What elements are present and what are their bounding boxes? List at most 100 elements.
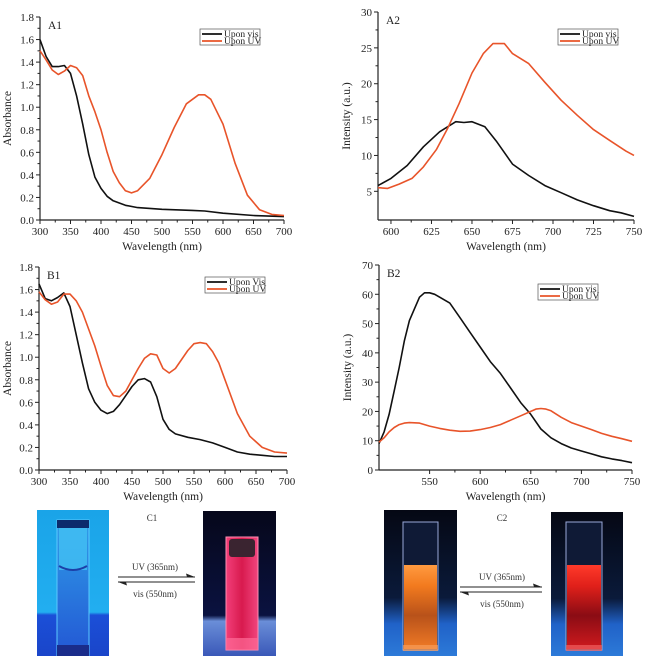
x-tick-label: 650 <box>248 476 265 488</box>
x-axis-title: Wavelength (nm) <box>122 241 202 253</box>
x-tick-label: 675 <box>504 226 521 238</box>
panel-a2-emission-chart: 600 625 650 675 700 725 750 5 10 15 20 25 30 Waveleng… <box>341 7 643 253</box>
panel-label: B1 <box>47 270 61 282</box>
c1-photo-after <box>203 511 276 656</box>
x-axis-title: Wavelength (nm) <box>466 491 546 503</box>
c2-photo-after <box>551 512 623 656</box>
y-tick-label: 0.4 <box>20 170 34 182</box>
x-tick-label: 400 <box>93 226 110 238</box>
y-tick-label: 30 <box>361 7 373 19</box>
panel-c1-photos: C1 UV (365nm) vis (550nm) <box>37 510 276 656</box>
y-tick-label: 1.8 <box>19 262 33 274</box>
x-tick-label: 600 <box>383 226 400 238</box>
series-line-upon-vis <box>378 291 633 464</box>
y-tick-label: 5 <box>367 186 373 198</box>
panel-label: B2 <box>387 268 401 280</box>
c1-arrow-label-uv: UV (365nm) <box>132 562 178 572</box>
x-tick-label: 700 <box>276 226 293 238</box>
x-tick-label: 625 <box>423 226 440 238</box>
x-tick-label: 750 <box>624 476 641 488</box>
x-tick-label: 700 <box>573 476 590 488</box>
x-tick-label: 650 <box>464 226 481 238</box>
panel-label: A2 <box>386 15 400 27</box>
c2-equilibrium-arrows-icon <box>460 583 542 596</box>
y-tick-label: 1.6 <box>20 35 34 47</box>
y-tick-label: 10 <box>361 150 373 162</box>
y-tick-label: 25 <box>361 43 373 55</box>
y-tick-label: 10 <box>362 436 374 448</box>
legend-label: Upon vis <box>562 285 597 295</box>
y-tick-label: 1.2 <box>19 330 33 342</box>
y-tick-label: 1.4 <box>19 307 33 319</box>
y-tick-label: 15 <box>361 115 373 127</box>
x-tick-label: 450 <box>123 226 140 238</box>
y-tick-label: 1.0 <box>19 352 33 364</box>
c2-arrow-label-vis: vis (550nm) <box>480 599 524 609</box>
series-line-upon-uv <box>39 50 285 217</box>
x-tick-label: 350 <box>62 476 79 488</box>
x-tick-label: 350 <box>62 226 79 238</box>
c2-label: C2 <box>497 513 508 523</box>
y-tick-label: 0.6 <box>20 147 34 159</box>
legend-label: Upon UV <box>562 292 599 302</box>
x-tick-label: 450 <box>124 476 141 488</box>
panel-b2-emission-chart: 550 600 650 700 750 0 10 20 30 40 50 60 70 Wavelength… <box>342 260 641 503</box>
panel-a1-absorbance-chart: 300 350 400 450 500 550 600 650 700 0.0 0.2 0.4 0.6 0… <box>2 12 293 253</box>
x-tick-label: 550 <box>184 226 201 238</box>
x-tick-label: 600 <box>215 226 232 238</box>
c1-arrow-label-vis: vis (550nm) <box>133 589 177 599</box>
y-tick-label: 40 <box>362 348 374 360</box>
x-tick-label: 550 <box>186 476 203 488</box>
y-tick-label: 20 <box>362 406 374 418</box>
y-tick-label: 1.6 <box>19 285 33 297</box>
y-tick-label: 0.2 <box>20 192 34 204</box>
series-line-upon-uv <box>378 407 633 443</box>
c2-photo-before <box>384 510 457 656</box>
y-tick-label: 70 <box>362 260 374 272</box>
x-tick-label: 725 <box>585 226 602 238</box>
c1-label: C1 <box>147 513 158 523</box>
panel-label: A1 <box>48 20 62 32</box>
y-tick-label: 1.0 <box>20 102 34 114</box>
series-line-upon-uv <box>377 42 635 190</box>
x-tick-label: 600 <box>217 476 234 488</box>
y-tick-label: 0.8 <box>20 125 34 137</box>
legend-label: Upon vis <box>224 30 259 40</box>
y-tick-label: 20 <box>361 79 373 91</box>
c1-equilibrium-arrows-icon <box>118 573 195 586</box>
y-tick-label: 50 <box>362 319 374 331</box>
x-tick-label: 600 <box>472 476 489 488</box>
legend-label: Upon vis <box>582 30 617 40</box>
series-line-upon-vis <box>39 39 285 218</box>
y-tick-label: 1.8 <box>20 12 34 24</box>
x-tick-label: 700 <box>279 476 296 488</box>
x-tick-label: 750 <box>626 226 643 238</box>
panel-b1-absorbance-chart: 300 350 400 450 500 550 600 650 700 0.0 0.2 0.4 0.6 0… <box>2 262 296 503</box>
y-tick-label: 0 <box>368 465 374 477</box>
x-tick-label: 500 <box>154 226 171 238</box>
legend-label: Upon UV <box>582 37 619 47</box>
x-tick-label: 300 <box>31 476 48 488</box>
y-tick-label: 1.2 <box>20 80 34 92</box>
legend-label: Upon UV <box>224 37 261 47</box>
x-tick-label: 300 <box>32 226 49 238</box>
legend-label: Upon UV <box>229 285 266 295</box>
y-axis-title: Absorbance <box>2 91 14 146</box>
series-line-upon-uv <box>38 291 288 454</box>
x-tick-label: 400 <box>93 476 110 488</box>
y-axis-title: Absorbance <box>2 341 14 396</box>
y-tick-label: 30 <box>362 377 374 389</box>
x-tick-label: 500 <box>155 476 172 488</box>
legend-label: Upon Vis <box>229 278 265 288</box>
y-tick-label: 0.2 <box>19 442 33 454</box>
y-tick-label: 0.4 <box>19 420 33 432</box>
x-tick-label: 550 <box>421 476 438 488</box>
y-tick-label: 0.0 <box>19 465 33 477</box>
y-axis-title: Intensity (a.u.) <box>342 334 354 402</box>
y-tick-label: 0.0 <box>20 215 34 227</box>
x-tick-label: 650 <box>245 226 262 238</box>
